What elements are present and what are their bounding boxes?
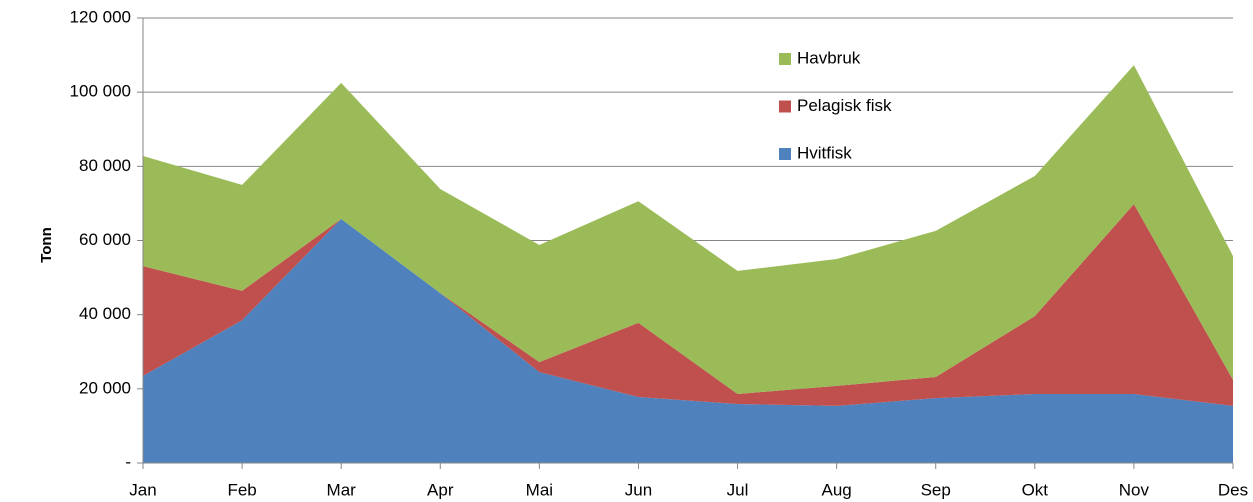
x-tick-label: Jun	[625, 480, 652, 499]
legend-swatch	[779, 100, 791, 113]
legend-label: Pelagisk fisk	[797, 96, 892, 115]
x-tick-label: Jul	[727, 480, 749, 499]
y-tick-label: 60 000	[79, 230, 131, 249]
legend-swatch	[779, 53, 791, 65]
area	[143, 204, 1233, 406]
area	[143, 218, 1233, 463]
y-tick-label: 20 000	[79, 378, 131, 397]
y-tick-label: 80 000	[79, 156, 131, 175]
y-tick-label: 120 000	[70, 7, 131, 26]
x-tick-label: Mai	[526, 480, 553, 499]
x-tick-label: Jan	[129, 480, 156, 499]
x-tick-label: Apr	[427, 480, 454, 499]
x-tick-label: Aug	[822, 480, 852, 499]
x-tick-label: Okt	[1022, 480, 1049, 499]
legend-label: Hvitfisk	[797, 143, 852, 162]
x-tick-label: Des	[1218, 480, 1248, 499]
x-tick-label: Sep	[921, 480, 951, 499]
x-tick-label: Nov	[1119, 480, 1150, 499]
legend-label: Havbruk	[797, 48, 861, 67]
x-tick-label: Feb	[227, 480, 256, 499]
legend-swatch	[779, 148, 791, 160]
y-tick-label: -	[125, 452, 131, 471]
area	[143, 65, 1233, 395]
y-axis-label: Tonn	[38, 227, 55, 263]
x-tick-label: Mar	[327, 480, 357, 499]
y-tick-label: 40 000	[79, 304, 131, 323]
y-tick-label: 100 000	[70, 82, 131, 101]
